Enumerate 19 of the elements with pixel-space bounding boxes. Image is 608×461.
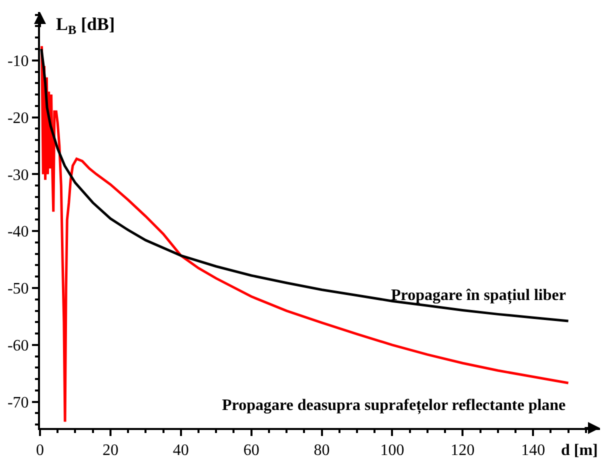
y-tick-label: -60 bbox=[7, 338, 29, 355]
y-tick-label: -40 bbox=[7, 224, 29, 241]
y-tick-label: -50 bbox=[7, 280, 29, 298]
x-tick-label: 80 bbox=[314, 442, 330, 460]
x-axis-title: d [m] bbox=[561, 442, 598, 459]
series-label: Propagare în spațiul liber bbox=[391, 287, 566, 305]
x-tick-label: 0 bbox=[36, 442, 44, 460]
x-tick-label: 140 bbox=[521, 442, 546, 460]
y-tick-label: -20 bbox=[7, 110, 29, 127]
y-tick-label: -70 bbox=[7, 394, 29, 412]
x-tick-label: 120 bbox=[450, 442, 475, 460]
y-tick-label: -10 bbox=[7, 52, 29, 70]
y-axis-title: L$_{B}$ [dB] bbox=[56, 14, 115, 37]
x-tick-label: 20 bbox=[102, 442, 118, 460]
x-tick-label: 40 bbox=[172, 442, 189, 460]
series-label: Propagare deasupra suprafețelor reflectante plane bbox=[222, 397, 566, 415]
y-tick-label: -30 bbox=[7, 166, 29, 184]
x-tick-label: 60 bbox=[243, 442, 260, 460]
x-tick-label: 100 bbox=[380, 442, 404, 460]
